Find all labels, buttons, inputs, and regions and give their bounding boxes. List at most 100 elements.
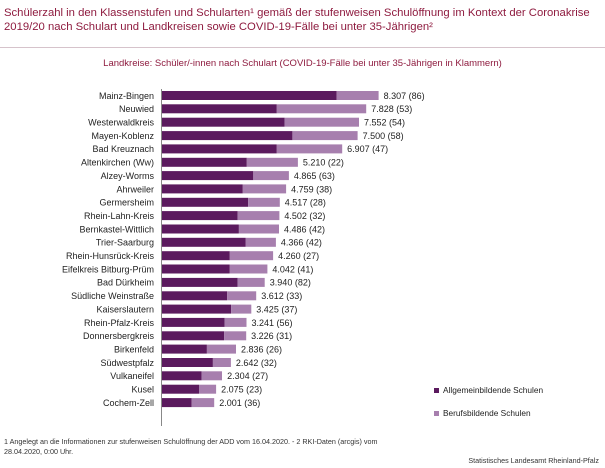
bar-beruf (212, 358, 231, 367)
category-label: Kaiserslautern (96, 304, 154, 314)
bar-beruf (248, 197, 280, 207)
total-label: 3.612 (33) (261, 291, 302, 301)
bar-allgemein (162, 331, 225, 341)
category-label: Germersheim (99, 198, 154, 208)
category-label: Bernkastel-Wittlich (79, 224, 154, 234)
total-label: 2.642 (32) (236, 358, 277, 368)
category-label: Eifelkreis Bitburg-Prüm (62, 264, 154, 274)
bar-beruf (253, 171, 289, 181)
bar-allgemein (162, 251, 230, 261)
total-label: 7.552 (54) (364, 118, 405, 128)
category-label: Rhein-Hunsrück-Kreis (66, 251, 155, 261)
total-label: 4.517 (28) (285, 198, 326, 208)
total-label: 4.865 (63) (294, 171, 335, 181)
category-label: Westerwaldkreis (88, 118, 154, 128)
category-label: Trier-Saarburg (96, 238, 154, 248)
bar-beruf (191, 398, 215, 408)
category-label: Neuwied (119, 104, 154, 114)
bar-beruf (276, 144, 343, 154)
bar-beruf (246, 157, 298, 167)
bar-beruf (201, 371, 222, 381)
chart-title: Schülerzahl in den Klassenstufen und Sch… (4, 7, 590, 33)
total-label: 3.226 (31) (251, 331, 292, 341)
bar-beruf (224, 331, 247, 341)
bar-beruf (224, 317, 247, 327)
legend-label: Berufsbildende Schulen (443, 408, 531, 418)
category-label: Mayen-Koblenz (91, 131, 154, 141)
bar-allgemein (162, 277, 238, 287)
bar-beruf (199, 384, 217, 394)
source-note: Statistisches Landesamt Rheinland-Pfalz (468, 456, 599, 465)
footnote: 1 Angelegt an die Informationen zur stuf… (4, 437, 378, 456)
total-label: 4.042 (41) (272, 264, 313, 274)
bar-allgemein (162, 184, 243, 194)
bar-allgemein (162, 304, 232, 314)
category-label: Südliche Weinstraße (71, 291, 154, 301)
bar-beruf (292, 131, 358, 141)
chart-subtitle: Landkreise: Schüler/-innen nach Schulart… (103, 58, 502, 69)
total-label: 3.940 (82) (270, 278, 311, 288)
total-label: 2.836 (26) (241, 344, 282, 354)
legend-swatch (434, 411, 439, 416)
total-label: 7.500 (58) (363, 131, 404, 141)
total-label: 8.307 (86) (384, 91, 425, 101)
bar-allgemein (162, 104, 277, 114)
bar-allgemein (162, 157, 247, 167)
category-label: Mainz-Bingen (99, 91, 154, 101)
bar-beruf (229, 264, 268, 274)
category-label: Vulkaneifel (110, 371, 154, 381)
category-label: Altenkirchen (Ww) (81, 158, 154, 168)
bar-beruf (276, 104, 367, 114)
category-label: Cochem-Zell (103, 398, 154, 408)
total-label: 7.828 (53) (371, 104, 412, 114)
category-label: Birkenfeld (114, 344, 154, 354)
total-label: 4.366 (42) (281, 238, 322, 248)
legend-swatch (434, 388, 439, 393)
bar-allgemein (162, 264, 230, 274)
total-label: 3.241 (56) (252, 318, 293, 328)
bar-allgemein (162, 358, 213, 367)
total-label: 2.075 (23) (221, 385, 262, 395)
bar-allgemein (162, 117, 285, 127)
bar-allgemein (162, 371, 202, 381)
bar-beruf (227, 291, 257, 301)
total-label: 4.502 (32) (284, 211, 325, 221)
category-label: Südwestpfalz (100, 358, 154, 368)
bar-allgemein (162, 344, 207, 354)
total-label: 3.425 (37) (256, 304, 297, 314)
legend-label: Allgemeinbildende Schulen (443, 385, 543, 395)
category-label: Bad Dürkheim (97, 278, 154, 288)
bar-beruf (206, 344, 236, 354)
bar-beruf (229, 251, 274, 261)
bar-allgemein (162, 224, 239, 234)
category-label: Kusel (131, 385, 154, 395)
bar-allgemein (162, 398, 192, 408)
total-label: 5.210 (22) (303, 158, 344, 168)
bar-allgemein (162, 197, 249, 207)
bar-allgemein (162, 237, 246, 247)
total-label: 2.001 (36) (219, 398, 260, 408)
total-label: 4.260 (27) (278, 251, 319, 261)
bar-beruf (336, 91, 379, 100)
bar-allgemein (162, 384, 199, 394)
bar-beruf (284, 117, 359, 127)
category-label: Rhein-Lahn-Kreis (84, 211, 155, 221)
category-label: Alzey-Worms (101, 171, 155, 181)
bar-allgemein (162, 317, 225, 327)
category-label: Donnersbergkreis (83, 331, 155, 341)
title-divider (0, 47, 605, 48)
bar-beruf (237, 211, 280, 221)
bar-allgemein (162, 171, 254, 181)
total-label: 4.759 (38) (291, 184, 332, 194)
bar-allgemein (162, 131, 293, 141)
category-label: Bad Kreuznach (92, 144, 154, 154)
bar-allgemein (162, 291, 228, 301)
category-label: Rhein-Pfalz-Kreis (84, 318, 155, 328)
bar-beruf (242, 184, 287, 194)
bar-allgemein (162, 91, 337, 100)
total-label: 6.907 (47) (347, 144, 388, 154)
bar-beruf (238, 224, 279, 234)
bar-allgemein (162, 144, 277, 154)
total-label: 2.304 (27) (227, 371, 268, 381)
